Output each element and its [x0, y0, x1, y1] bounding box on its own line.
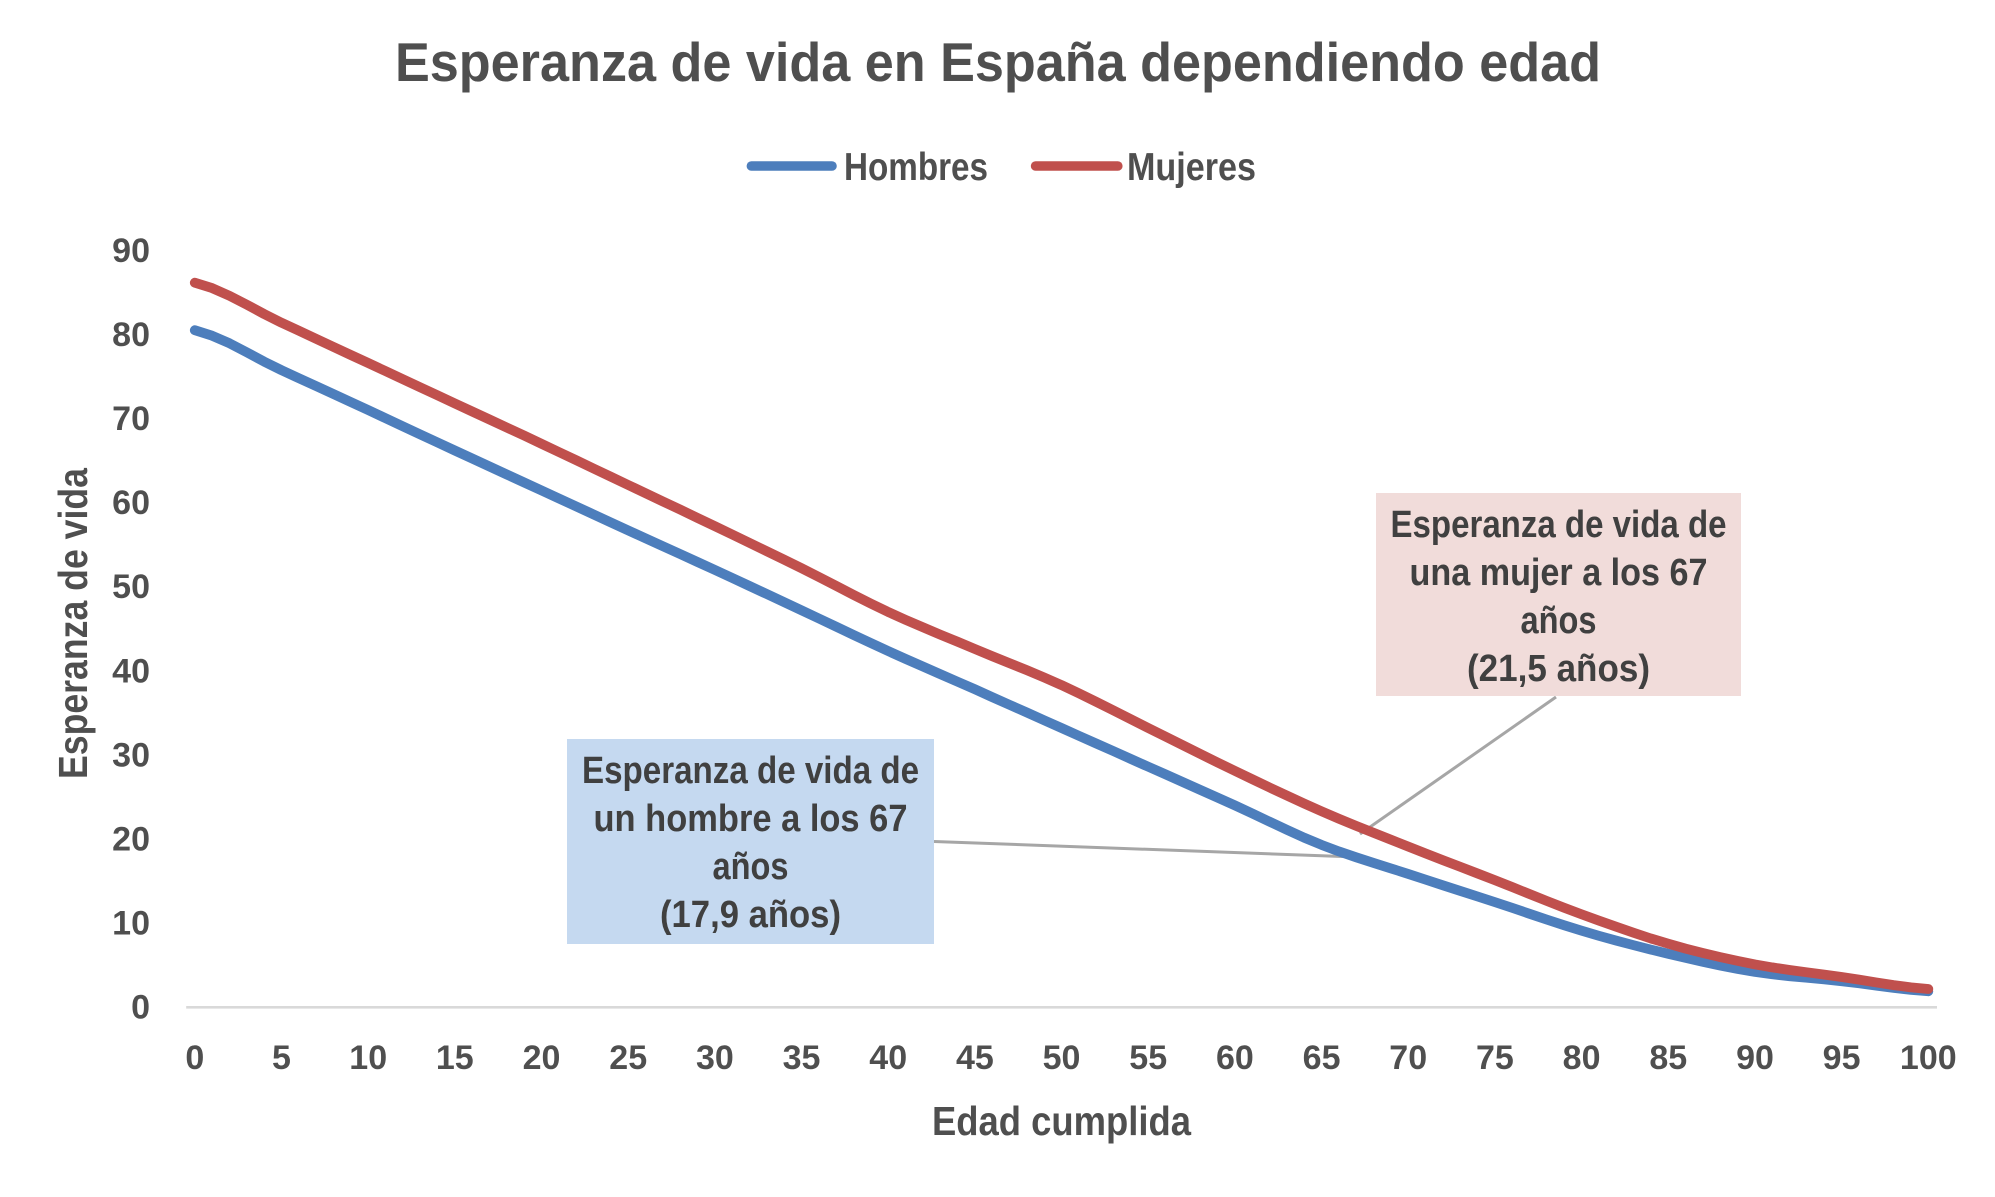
- svg-text:90: 90: [1736, 1039, 1774, 1077]
- svg-text:90: 90: [112, 232, 150, 270]
- svg-text:(21,5 años): (21,5 años): [1467, 648, 1650, 690]
- svg-text:Hombres: Hombres: [844, 146, 988, 189]
- svg-text:Esperanza de vida: Esperanza de vida: [50, 467, 96, 779]
- svg-text:Edad cumplida: Edad cumplida: [932, 1098, 1192, 1144]
- svg-text:65: 65: [1303, 1039, 1341, 1077]
- svg-text:años: años: [713, 846, 789, 888]
- svg-text:45: 45: [956, 1039, 994, 1077]
- svg-text:0: 0: [131, 989, 150, 1027]
- svg-text:100: 100: [1900, 1039, 1957, 1077]
- svg-text:0: 0: [185, 1039, 204, 1077]
- svg-text:75: 75: [1476, 1039, 1514, 1077]
- svg-text:40: 40: [869, 1039, 907, 1077]
- svg-text:10: 10: [349, 1039, 387, 1077]
- svg-text:25: 25: [609, 1039, 647, 1077]
- svg-text:una mujer a los 67: una mujer a los 67: [1410, 552, 1708, 594]
- svg-text:80: 80: [112, 316, 150, 354]
- svg-text:95: 95: [1823, 1039, 1861, 1077]
- svg-text:20: 20: [523, 1039, 561, 1077]
- svg-text:años: años: [1521, 600, 1597, 642]
- svg-text:70: 70: [1389, 1039, 1427, 1077]
- svg-text:60: 60: [112, 484, 150, 522]
- svg-text:40: 40: [112, 652, 150, 690]
- svg-text:50: 50: [112, 568, 150, 606]
- svg-text:30: 30: [696, 1039, 734, 1077]
- svg-text:30: 30: [112, 736, 150, 774]
- svg-text:15: 15: [436, 1039, 474, 1077]
- svg-text:(17,9 años): (17,9 años): [660, 894, 841, 936]
- svg-text:80: 80: [1563, 1039, 1601, 1077]
- svg-text:Esperanza de vida en España de: Esperanza de vida en España dependiendo …: [395, 31, 1601, 93]
- svg-text:Esperanza de vida de: Esperanza de vida de: [1391, 504, 1727, 546]
- svg-text:85: 85: [1649, 1039, 1687, 1077]
- svg-text:50: 50: [1043, 1039, 1081, 1077]
- svg-text:20: 20: [112, 821, 150, 859]
- svg-text:un hombre a los 67: un hombre a los 67: [594, 798, 908, 840]
- svg-text:70: 70: [112, 400, 150, 438]
- svg-text:35: 35: [783, 1039, 821, 1077]
- svg-text:Esperanza de vida de: Esperanza de vida de: [582, 750, 919, 792]
- svg-text:Mujeres: Mujeres: [1127, 146, 1256, 189]
- svg-text:60: 60: [1216, 1039, 1254, 1077]
- svg-text:55: 55: [1129, 1039, 1167, 1077]
- svg-text:10: 10: [112, 905, 150, 943]
- svg-text:5: 5: [272, 1039, 291, 1077]
